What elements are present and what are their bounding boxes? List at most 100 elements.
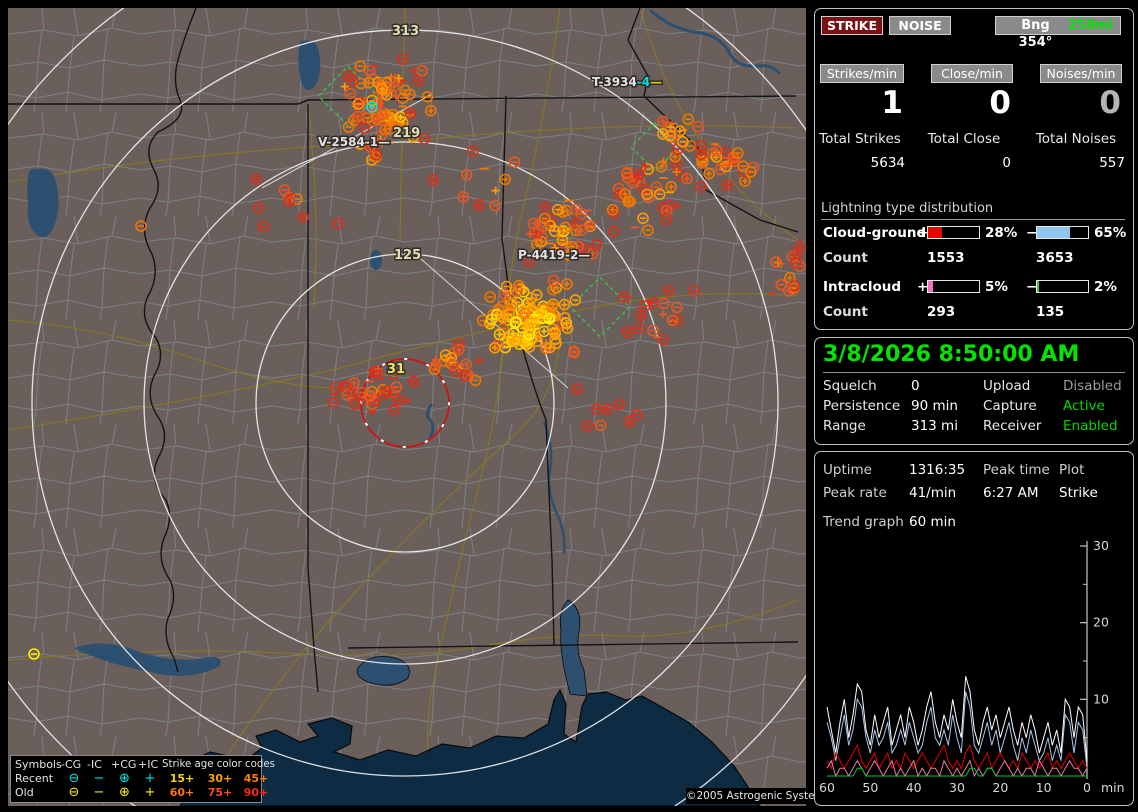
lightning-map[interactable]: 313 219 125 31 V-2584-1— T-3934-4— P-4419-2— [8, 8, 806, 806]
legend-cell: Symbols [15, 758, 62, 771]
legend-cell: 60+ [169, 786, 195, 799]
copyright: ©2005 Astrogenic Systems [686, 788, 831, 804]
legend-cell: − [93, 771, 105, 786]
legend-cell: ⊕ [119, 785, 130, 800]
range-ring-label: 219 [393, 126, 420, 141]
total-close-label: Total Close [927, 131, 1001, 147]
gulf-of-mexico [179, 688, 761, 806]
cg-minus-bar [1036, 226, 1089, 239]
ic-plus-pct: 5% [985, 279, 1008, 295]
persistence-value: 90 min [911, 398, 958, 414]
y-tick-label: 20 [1093, 615, 1109, 630]
legend-cell: +CG [111, 758, 137, 771]
capture-value: Active [1063, 398, 1105, 414]
trend-window-value: 60 min [909, 514, 956, 530]
total-strikes-label: Total Strikes [819, 131, 901, 147]
squelch-value: 0 [911, 378, 920, 394]
marsh-lakes [74, 643, 221, 676]
trend-series-cgmin [826, 743, 1088, 770]
info-row: Uptime 1316:35 Peak time Plot [815, 462, 1135, 482]
peak-time-label: Peak time [983, 462, 1050, 478]
roads-layer [8, 8, 799, 799]
legend-cell: 45+ [243, 772, 269, 785]
y-tick-label: 10 [1093, 691, 1109, 706]
distribution-title: Lightning type distribution [821, 201, 1125, 220]
peak-time-value: 6:27 AM [983, 485, 1039, 501]
map-display[interactable]: 313 219 125 31 V-2584-1— T-3934-4— P-4419-2— … [8, 8, 831, 806]
receiver-value: Enabled [1063, 418, 1118, 434]
peak-rate-label: Peak rate [823, 485, 887, 501]
x-tick-label: 0 [1083, 780, 1091, 795]
x-tick-label: 30 [949, 780, 965, 795]
legend-cell: -IC [87, 758, 102, 771]
cloud-ground-row: Cloud-ground + 28% − 65% [823, 225, 1127, 241]
strike-button[interactable]: STRIKE [821, 16, 883, 35]
range-value-mi: 313 mi [911, 418, 958, 434]
cloud-ground-counts: Count 1553 3653 [815, 250, 1135, 266]
count-label: Count [823, 304, 868, 320]
river [648, 8, 782, 75]
receiver-label: Receiver [983, 418, 1042, 434]
cg-minus-pct: 65% [1094, 225, 1127, 241]
trend-graph-label: Trend graph [823, 514, 904, 530]
ic-minus-count: 135 [1036, 304, 1065, 320]
water-layer [27, 8, 782, 806]
cloud-ground-label: Cloud-ground [823, 225, 927, 241]
range-ring-label: 313 [392, 24, 419, 39]
trend-graph: 10 20 30 60 50 40 30 20 10 0 min [819, 538, 1125, 795]
info-row: Peak rate 41/min 6:27 AM Strike [815, 485, 1135, 505]
legend-cell: 15+ [169, 772, 195, 785]
ic-plus-count: 293 [927, 304, 956, 320]
close-per-min-label: Close/min [931, 64, 1013, 83]
intracloud-label: Intracloud [823, 279, 902, 295]
lake [370, 250, 382, 270]
system-status-box: 3/8/2026 8:50:00 AM Squelch 0 Upload Dis… [814, 337, 1134, 445]
ic-plus-bar [927, 280, 980, 293]
cg-plus-count: 1553 [927, 250, 965, 266]
intracloud-counts: Count 293 135 [815, 304, 1135, 320]
storm-cell-labels: V-2584-1— T-3934-4— P-4419-2— [317, 74, 664, 264]
range-label: Range [823, 418, 866, 434]
noises-per-min-value: 0 [1099, 85, 1121, 121]
datetime: 3/8/2026 8:50:00 AM [823, 342, 1125, 373]
trend-series-cgmin [826, 691, 1088, 769]
total-close: Total Close 0 [917, 131, 1011, 171]
legend-cell: 30+ [207, 772, 233, 785]
legend-grid: Symbols -CG -IC +CG +IC Strike age color code… [15, 758, 275, 800]
squelch-label: Squelch [823, 378, 877, 394]
y-tick-label: 30 [1093, 538, 1109, 553]
legend-cell: + [144, 785, 156, 800]
noise-button[interactable]: NOISE [889, 16, 951, 35]
legend-cell: 90+ [243, 786, 269, 799]
uptime-label: Uptime [823, 462, 872, 478]
legend-cell: − [93, 785, 105, 800]
strikes-per-min-value: 1 [881, 85, 903, 121]
strike-stats-box: STRIKE NOISE Bng 354° 258mi Strikes/min … [814, 8, 1134, 330]
capture-label: Capture [983, 398, 1037, 414]
status-row: Squelch 0 Upload Disabled [815, 378, 1135, 398]
cg-plus-pct: 28% [985, 225, 1018, 241]
legend-cell: Recent [15, 772, 54, 785]
strikes-per-min-label: Strikes/min [820, 64, 904, 83]
x-tick-label: 50 [862, 780, 878, 795]
storm-cell-label: V-2584-1— [318, 135, 390, 149]
total-noises-value: 557 [1099, 155, 1125, 171]
x-tick-label: 60 [819, 780, 835, 795]
upload-label: Upload [983, 378, 1031, 394]
ic-minus-pct: 2% [1094, 279, 1117, 295]
state-boundaries [8, 8, 799, 693]
status-row: Range 313 mi Receiver Enabled [815, 418, 1135, 438]
total-noises: Total Noises 557 [1027, 131, 1125, 171]
status-panel: STRIKE NOISE Bng 354° 258mi Strikes/min … [814, 0, 1134, 812]
x-tick-label: 10 [1036, 780, 1052, 795]
count-label: Count [823, 250, 868, 266]
status-row: Persistence 90 min Capture Active [815, 398, 1135, 418]
legend-cell: Strike age color codes [162, 759, 275, 770]
bearing-readout: Bng 354° 258mi [995, 16, 1121, 50]
total-strikes: Total Strikes 5634 [815, 131, 905, 171]
storm-cell-label: T-3934-4— [592, 75, 662, 89]
lake [27, 168, 59, 238]
lake [298, 40, 321, 91]
trend-series-strikesmin [826, 676, 1088, 761]
cg-minus-count: 3653 [1036, 250, 1074, 266]
